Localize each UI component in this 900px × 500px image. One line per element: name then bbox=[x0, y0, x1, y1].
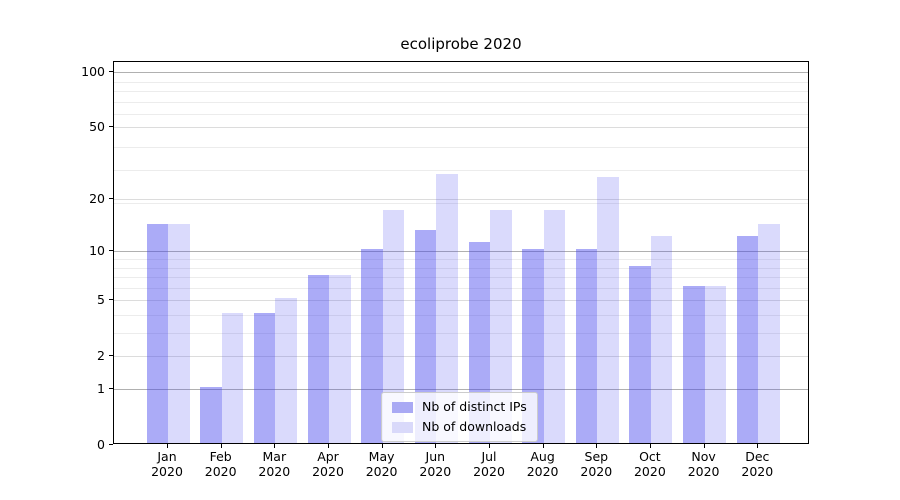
gridline-minor bbox=[114, 203, 808, 204]
y-tick-label: 1 bbox=[97, 380, 105, 396]
bar-downloads-feb bbox=[221, 313, 244, 443]
gridline-major bbox=[114, 356, 808, 358]
gridline-major bbox=[114, 389, 808, 390]
x-tick-label: Jun 2020 bbox=[419, 449, 452, 479]
y-tick-label: 10 bbox=[89, 242, 105, 258]
y-tick-mark bbox=[109, 198, 113, 200]
gridline-minor bbox=[114, 91, 808, 92]
x-tick-mark bbox=[596, 444, 598, 448]
gridline-minor bbox=[114, 147, 808, 148]
gridline-major bbox=[114, 251, 808, 253]
x-tick-label: Apr 2020 bbox=[312, 449, 344, 479]
x-tick-label: Mar 2020 bbox=[258, 449, 291, 479]
bar-distinct-ips-sep bbox=[575, 249, 598, 443]
x-tick-label: Jul 2020 bbox=[473, 449, 505, 479]
y-tick-label: 50 bbox=[89, 118, 105, 134]
bar-distinct-ips-apr bbox=[307, 275, 329, 443]
bar-distinct-ips-feb bbox=[200, 387, 222, 443]
legend-item-distinct-ips: Nb of distinct IPs bbox=[392, 400, 527, 414]
legend-item-downloads: Nb of downloads bbox=[392, 420, 527, 434]
x-tick-mark bbox=[435, 444, 437, 448]
bar-downloads-jun bbox=[436, 173, 458, 443]
y-tick-mark bbox=[109, 388, 113, 389]
gridline-minor bbox=[114, 259, 808, 260]
x-tick-mark bbox=[649, 444, 651, 448]
gridline-minor bbox=[114, 114, 808, 116]
gridline-minor bbox=[114, 170, 808, 172]
bar-distinct-ips-oct bbox=[629, 265, 651, 443]
bar-downloads-dec bbox=[758, 224, 780, 443]
gridline-major bbox=[114, 199, 808, 201]
y-tick-mark bbox=[109, 126, 113, 128]
y-tick-mark bbox=[109, 355, 113, 357]
gridline-major bbox=[114, 300, 808, 302]
bar-downloads-may bbox=[382, 209, 405, 443]
legend: Nb of distinct IPs Nb of downloads bbox=[381, 392, 538, 442]
chart-title: ecoliprobe 2020 bbox=[400, 35, 522, 53]
bar-distinct-ips-jan bbox=[146, 224, 168, 443]
bar-downloads-mar bbox=[275, 298, 297, 443]
gridline-minor bbox=[114, 267, 808, 269]
gridline-minor bbox=[114, 101, 808, 103]
x-tick-label: Jan 2020 bbox=[151, 449, 183, 479]
gridline-minor bbox=[114, 333, 808, 334]
y-tick-label: 2 bbox=[97, 347, 105, 363]
x-tick-mark bbox=[489, 444, 490, 448]
x-tick-label: Dec 2020 bbox=[741, 449, 774, 479]
x-tick-label: Feb 2020 bbox=[204, 449, 237, 479]
y-tick-mark bbox=[109, 299, 113, 301]
x-tick-label: Oct 2020 bbox=[633, 449, 666, 479]
legend-label-downloads: Nb of downloads bbox=[422, 419, 527, 434]
gridline-minor bbox=[114, 277, 808, 278]
gridline-minor bbox=[114, 287, 808, 289]
y-tick-mark bbox=[109, 444, 113, 445]
x-tick-mark bbox=[703, 444, 705, 448]
bar-distinct-ips-mar bbox=[253, 313, 276, 443]
y-tick-label: 20 bbox=[89, 190, 105, 206]
bar-downloads-sep bbox=[597, 176, 619, 443]
x-tick-mark bbox=[757, 444, 759, 448]
gridline-minor bbox=[114, 315, 808, 316]
bar-downloads-jul bbox=[490, 209, 512, 443]
gridline-major bbox=[114, 127, 808, 129]
y-tick-mark bbox=[109, 71, 113, 73]
x-tick-label: Nov 2020 bbox=[687, 449, 720, 479]
bar-downloads-aug bbox=[543, 209, 566, 443]
y-tick-label: 5 bbox=[97, 291, 105, 307]
legend-label-distinct-ips: Nb of distinct IPs bbox=[422, 399, 527, 414]
x-tick-mark bbox=[220, 444, 222, 448]
y-tick-mark bbox=[109, 250, 113, 252]
y-tick-label: 100 bbox=[81, 63, 105, 79]
bar-downloads-oct bbox=[650, 235, 673, 443]
bar-distinct-ips-jun bbox=[414, 229, 437, 443]
x-tick-mark bbox=[167, 444, 168, 448]
bar-distinct-ips-nov bbox=[683, 285, 705, 443]
bar-downloads-apr bbox=[329, 275, 351, 443]
x-tick-mark bbox=[274, 444, 276, 448]
legend-swatch-downloads bbox=[392, 421, 413, 433]
legend-swatch-distinct-ips bbox=[392, 401, 413, 413]
bar-downloads-jan bbox=[168, 224, 190, 443]
bar-distinct-ips-dec bbox=[736, 235, 759, 443]
y-tick-label: 0 bbox=[97, 436, 105, 452]
x-tick-mark bbox=[381, 444, 383, 448]
x-tick-label: Aug 2020 bbox=[526, 449, 559, 479]
bar-distinct-ips-may bbox=[361, 249, 383, 443]
gridline-minor bbox=[114, 81, 808, 83]
plot-area bbox=[113, 61, 809, 444]
x-tick-mark bbox=[542, 444, 544, 448]
gridline-major bbox=[114, 72, 808, 74]
x-tick-label: Sep 2020 bbox=[580, 449, 613, 479]
x-tick-mark bbox=[328, 444, 329, 448]
bar-downloads-nov bbox=[704, 285, 727, 443]
x-tick-label: May 2020 bbox=[365, 449, 398, 479]
